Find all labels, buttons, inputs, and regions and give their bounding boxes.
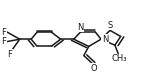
Text: F: F — [1, 28, 6, 36]
Text: N: N — [77, 23, 84, 32]
Text: N: N — [102, 35, 108, 44]
Text: S: S — [107, 21, 113, 30]
Text: F: F — [7, 50, 12, 59]
Text: CH₃: CH₃ — [111, 54, 127, 63]
Text: O: O — [90, 64, 97, 73]
Text: F: F — [1, 37, 6, 46]
